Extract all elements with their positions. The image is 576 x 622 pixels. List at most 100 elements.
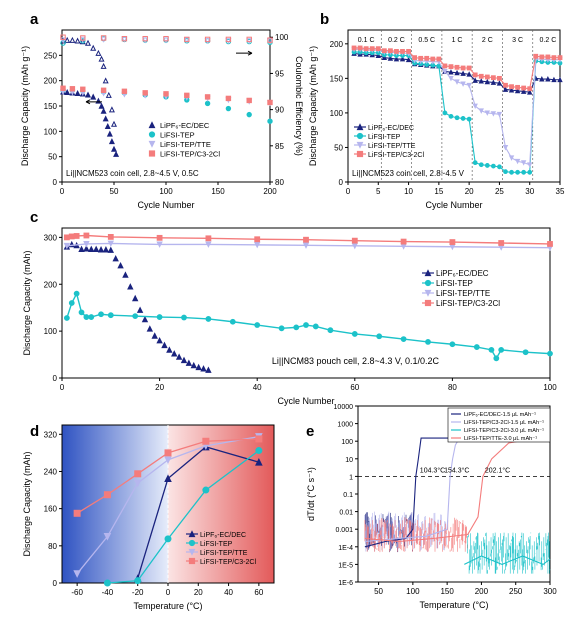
- series-capacity-3: [60, 85, 273, 106]
- data-point: [436, 56, 442, 62]
- data-point: [375, 52, 381, 58]
- series-line: [76, 435, 259, 575]
- data-point: [515, 169, 520, 175]
- data-point: [204, 94, 211, 100]
- data-point: [164, 474, 172, 482]
- data-point: [100, 36, 107, 43]
- data-point: [363, 46, 369, 52]
- y2-tick-label: 100: [275, 33, 289, 42]
- data-point: [68, 233, 75, 240]
- data-point: [225, 38, 232, 45]
- y2-axis-label: Coulombic Efficiency (%): [294, 56, 304, 156]
- data-point: [255, 458, 263, 466]
- x-tick-label: 100: [159, 187, 173, 196]
- data-point: [267, 37, 273, 43]
- series-2: [464, 555, 551, 566]
- legend-entry: LiPF₆-EC/DEC: [436, 269, 489, 278]
- data-point: [246, 38, 253, 45]
- x-axis-label: Cycle Number: [137, 200, 194, 210]
- legend-marker: [356, 141, 364, 149]
- data-point: [527, 89, 533, 95]
- data-point: [181, 314, 187, 321]
- data-point: [369, 46, 375, 52]
- data-point: [527, 162, 533, 168]
- data-point: [266, 38, 274, 45]
- data-point: [84, 39, 92, 46]
- x-tick-label: 150: [211, 187, 225, 196]
- legend-entry: LiFSI-TEP: [436, 279, 473, 288]
- data-point: [267, 99, 273, 106]
- data-point: [509, 169, 514, 175]
- panel-letter-b: b: [320, 11, 329, 28]
- y-tick-label: 10: [345, 457, 353, 464]
- legend-marker: [424, 269, 432, 277]
- data-point: [156, 336, 163, 344]
- data-point: [225, 36, 232, 43]
- data-point: [163, 35, 169, 42]
- y-tick-label: 0: [53, 579, 58, 588]
- data-point: [108, 106, 115, 113]
- data-point: [184, 36, 190, 43]
- y-tick-label: 150: [44, 102, 58, 111]
- data-point: [134, 577, 142, 585]
- data-point: [497, 75, 502, 81]
- x-axis-label: Temperature (°C): [419, 600, 488, 610]
- legend-entry: LiFSI-TEP/C3-2Cl: [160, 150, 220, 159]
- y-tick-label: 320: [44, 430, 58, 439]
- data-point: [405, 56, 412, 63]
- y-tick-label: 0.1: [343, 492, 353, 499]
- data-point: [205, 316, 212, 322]
- y-tick-label: 1000: [337, 422, 353, 429]
- y-tick-label: 1: [349, 474, 353, 481]
- data-point: [255, 447, 263, 455]
- data-point: [202, 437, 210, 445]
- data-point: [449, 239, 456, 245]
- legend-marker: [424, 289, 432, 297]
- data-point: [171, 350, 178, 357]
- legend-entry: LiFSI-TEP/C3-2Cl-1.5 μL mAh⁻¹: [464, 420, 544, 426]
- data-point: [448, 69, 454, 75]
- panel-c: c 0 20 40 60 80 100 0 100 200 300 Cycle Number Disch…: [22, 209, 557, 406]
- data-point: [498, 240, 505, 246]
- data-point: [162, 37, 170, 44]
- data-point: [63, 315, 70, 321]
- data-point: [184, 92, 190, 99]
- data-point: [424, 55, 430, 61]
- data-point: [142, 37, 149, 44]
- series-ce-0: [60, 36, 118, 127]
- data-point: [514, 87, 521, 94]
- x-tick-label: 150: [440, 587, 454, 596]
- data-point: [225, 95, 232, 102]
- data-point: [484, 110, 491, 116]
- x-axis-label: Temperature (°C): [133, 601, 202, 611]
- x-tick-label: 5: [376, 187, 381, 196]
- data-point: [202, 486, 210, 494]
- series-1: [63, 290, 553, 362]
- x-tick-label: 40: [253, 383, 262, 392]
- arrow-left: [85, 99, 102, 105]
- data-point: [460, 116, 466, 121]
- data-point: [545, 76, 551, 82]
- series-3: [73, 435, 263, 517]
- data-point: [246, 111, 252, 118]
- data-point: [63, 242, 71, 250]
- data-point: [80, 38, 86, 44]
- x-tick-label: 50: [110, 187, 119, 196]
- data-point: [64, 89, 71, 96]
- data-point: [466, 71, 472, 77]
- data-point: [110, 145, 118, 152]
- x-tick-label: 300: [543, 587, 557, 596]
- panel-d: d -60 -40 -20 0 20 40 60 0 80 160 240 320 Temperature…: [22, 423, 275, 611]
- x-tick-label: 25: [495, 187, 504, 196]
- data-point: [103, 491, 111, 499]
- data-point: [205, 366, 212, 373]
- legend-entry: LiFSI-TEP/TTE: [436, 289, 490, 298]
- y-tick-label: 0: [53, 178, 58, 187]
- series-3: [351, 45, 563, 92]
- data-point: [104, 122, 111, 129]
- y-tick-label: 0.001: [335, 527, 353, 534]
- data-point: [100, 87, 107, 93]
- data-point: [142, 35, 148, 42]
- data-point: [246, 36, 252, 43]
